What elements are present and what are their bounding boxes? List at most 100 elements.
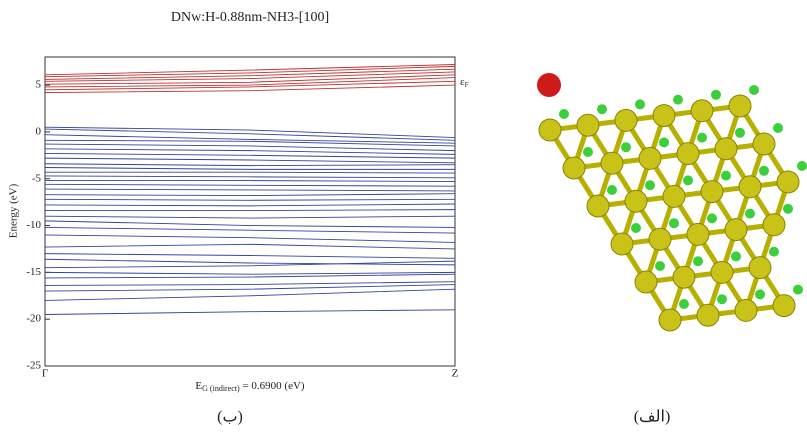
- hydrogen-atom: [711, 89, 721, 100]
- hydrogen-atom: [773, 123, 783, 133]
- hydrogen-atom: [783, 203, 793, 214]
- carbon-atom: [724, 218, 748, 242]
- carbon-atom: [696, 303, 720, 327]
- y-tick-label: 5: [36, 79, 42, 91]
- fermi-label: εF: [460, 76, 469, 89]
- band-line: [44, 71, 456, 82]
- x-label-rest: = 0.6900 (eV): [240, 380, 305, 392]
- carbon-atom: [610, 232, 634, 256]
- band-line: [44, 226, 456, 234]
- molecule: [537, 73, 807, 332]
- carbon-atom: [690, 99, 714, 123]
- x-label-main: E: [195, 380, 202, 392]
- carbon-atom: [748, 256, 772, 280]
- band-line: [44, 77, 456, 88]
- carbon-atom: [710, 260, 734, 284]
- y-tick-label: -25: [26, 360, 41, 372]
- band-line: [45, 209, 456, 212]
- carbon-atom: [538, 118, 562, 142]
- y-tick-label: 0: [36, 125, 42, 137]
- band-line: [44, 65, 456, 78]
- hydrogen-atom: [755, 289, 765, 300]
- band-line: [44, 163, 456, 167]
- band-line: [44, 215, 456, 219]
- carbon-atom: [586, 194, 610, 218]
- caption-a: (الف): [634, 409, 671, 426]
- carbon-atom: [562, 156, 586, 180]
- band-line: [44, 288, 456, 301]
- band-line: [44, 143, 456, 152]
- hydrogen-atom: [793, 284, 803, 295]
- band-line: [44, 309, 456, 315]
- band-line: [44, 188, 456, 192]
- y-tick-label: -20: [26, 313, 41, 325]
- y-tick-label: -5: [32, 172, 42, 184]
- x-tick-label: Γ: [42, 368, 48, 380]
- band-line: [44, 234, 456, 243]
- carbon-atom: [652, 104, 676, 128]
- band-line: [44, 175, 456, 179]
- hydrogen-atom: [655, 261, 665, 271]
- hydrogen-atom: [735, 127, 745, 138]
- hydrogen-atom: [559, 109, 569, 119]
- hydrogen-atom: [583, 147, 593, 157]
- band-line: [44, 258, 456, 266]
- band-line: [45, 171, 456, 174]
- carbon-atom: [714, 137, 738, 161]
- band-line: [44, 152, 456, 159]
- band-line: [44, 273, 456, 279]
- hydrogen-atom: [717, 294, 727, 305]
- hydrogen-atom: [769, 246, 779, 257]
- band-line: [44, 80, 456, 91]
- band-line: [44, 260, 456, 269]
- y-tick-label: -10: [26, 219, 41, 231]
- band-line: [44, 148, 456, 155]
- carbon-atom: [762, 213, 786, 237]
- hydrogen-atom: [607, 185, 617, 195]
- band-line: [44, 281, 456, 286]
- carbon-atom: [700, 180, 724, 204]
- fermi-sub: F: [465, 81, 469, 89]
- carbon-atom: [752, 132, 776, 156]
- carbon-atom: [648, 227, 672, 251]
- carbon-atom: [776, 170, 800, 194]
- band-line: [44, 220, 456, 228]
- carbon-atom: [576, 113, 600, 137]
- band-line: [44, 74, 456, 85]
- carbon-atom: [686, 222, 710, 246]
- band-line: [44, 128, 456, 141]
- carbon-atom: [624, 189, 648, 213]
- nitrogen-atom: [537, 73, 561, 97]
- band-line: [44, 64, 456, 76]
- hydrogen-atom: [669, 218, 679, 229]
- carbon-atom: [614, 108, 638, 132]
- hydrogen-atom: [621, 142, 631, 153]
- carbon-atom: [658, 308, 682, 332]
- x-label-sub: G (indirect): [202, 384, 240, 393]
- hydrogen-atom: [645, 180, 655, 191]
- band-line: [44, 167, 455, 170]
- band-line: [44, 134, 456, 144]
- band-line: [44, 193, 456, 197]
- x-axis-label: EG (indirect) = 0.6900 (eV): [195, 380, 304, 393]
- carbon-atom: [728, 94, 752, 118]
- carbon-atom: [662, 184, 686, 208]
- carbon-atom: [638, 146, 662, 170]
- hydrogen-atom: [659, 137, 669, 148]
- carbon-atom: [772, 294, 796, 318]
- y-axis-label: Energy (eV): [8, 183, 20, 238]
- hydrogen-atom: [731, 251, 741, 262]
- carbon-atom: [734, 298, 758, 322]
- caption-b: (ب): [217, 409, 243, 426]
- carbon-atom: [738, 175, 762, 199]
- hydrogen-atom: [683, 175, 693, 186]
- hydrogen-atom: [631, 223, 641, 233]
- hydrogen-atom: [597, 104, 607, 115]
- band-line: [44, 157, 456, 164]
- band-line: [44, 126, 456, 138]
- carbon-atom: [634, 270, 658, 294]
- hydrogen-atom: [749, 85, 759, 95]
- band-line: [44, 253, 456, 259]
- band-line: [44, 243, 456, 250]
